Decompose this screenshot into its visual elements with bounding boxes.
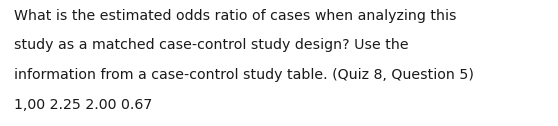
Text: information from a case-control study table. (Quiz 8, Question 5): information from a case-control study ta… [14,68,474,82]
Text: 1,00 2.25 2.00 0.67: 1,00 2.25 2.00 0.67 [14,98,152,112]
Text: study as a matched case-control study design? Use the: study as a matched case-control study de… [14,38,408,52]
Text: What is the estimated odds ratio of cases when analyzing this: What is the estimated odds ratio of case… [14,9,456,23]
